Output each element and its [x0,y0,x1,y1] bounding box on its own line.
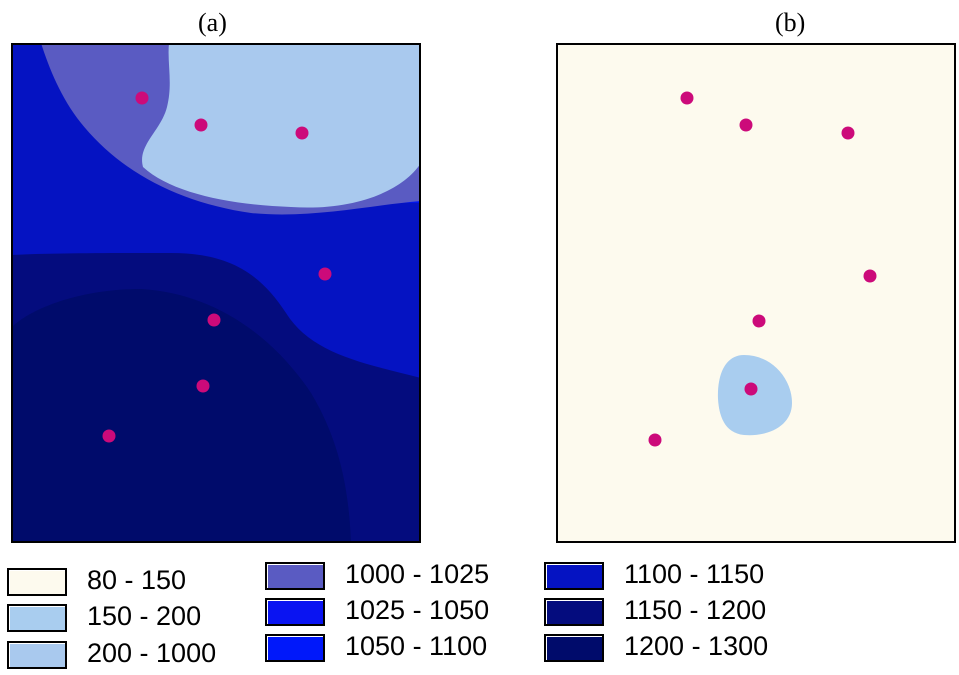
sample-point [752,314,766,328]
legend-swatch [265,598,325,626]
legend-label: 1025 - 1050 [345,595,490,625]
legend-label: 1150 - 1200 [624,595,767,625]
sample-point [841,126,855,140]
legend-swatch [7,604,67,632]
zone-150-200 [717,355,792,436]
legend-swatch [544,598,604,626]
legend-swatch [7,641,67,669]
legend-label: 1100 - 1150 [624,559,765,589]
sample-point [744,382,758,396]
map-a [11,43,421,543]
zone-200-1000 [142,43,421,208]
sample-point [318,267,332,281]
sample-point [680,91,694,105]
sample-point [739,118,753,132]
zone-80-150 [556,43,956,543]
sample-point [207,313,221,327]
map-a-frame [11,43,421,543]
legend-swatch [544,562,604,590]
sample-point [295,126,309,140]
legend-label: 200 - 1000 [87,638,217,668]
sample-point [196,379,210,393]
panel-b-title: (b) [775,8,806,37]
sample-point [194,118,208,132]
legend-label: 1050 - 1100 [345,631,488,661]
legend-label: 1200 - 1300 [624,631,769,661]
sample-point [102,429,116,443]
legend-label: 150 - 200 [87,601,202,631]
legend-swatch [7,568,67,596]
legend-swatch [265,562,325,590]
legend-swatch [544,634,604,662]
sample-point [863,269,877,283]
panel-a-title: (a) [198,8,227,37]
legend-swatch [265,634,325,662]
legend-label: 1000 - 1025 [345,559,490,589]
sample-point [135,91,149,105]
map-b [556,43,956,543]
sample-point [648,433,662,447]
map-b-frame [556,43,956,543]
legend-label: 80 - 150 [87,565,187,595]
